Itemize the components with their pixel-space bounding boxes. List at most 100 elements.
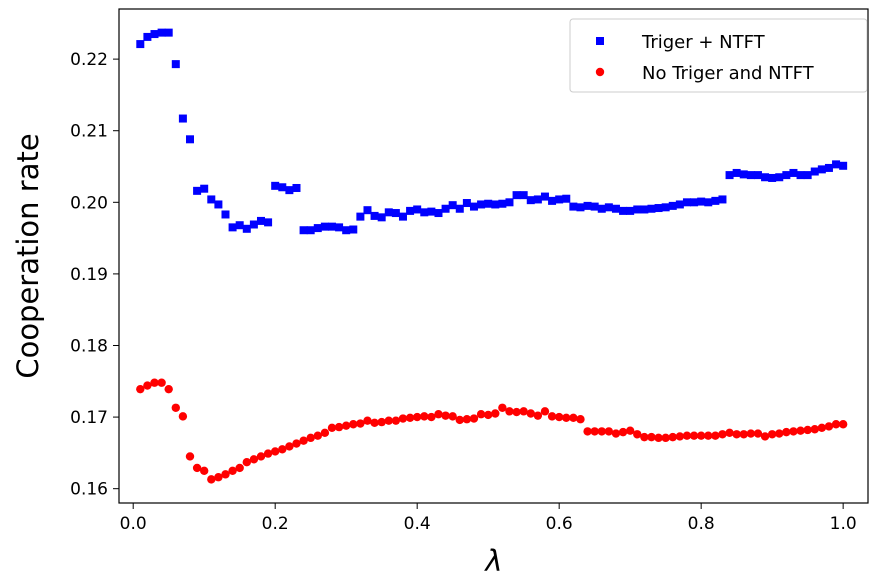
legend-label-no-triger-ntft: No Triger and NTFT: [642, 63, 815, 84]
data-point: [654, 204, 663, 213]
data-point: [803, 425, 812, 435]
data-point: [725, 171, 734, 180]
data-point: [625, 426, 635, 435]
x-tick-label: 0.6: [546, 514, 573, 534]
data-point: [817, 165, 826, 174]
y-tick-label: 0.20: [70, 193, 108, 213]
data-point: [626, 206, 635, 215]
data-point: [810, 167, 819, 176]
data-point: [299, 436, 308, 445]
data-point: [278, 445, 287, 454]
data-point: [583, 201, 592, 210]
data-point: [704, 198, 713, 207]
data-point: [824, 163, 833, 172]
data-point: [349, 420, 358, 429]
data-point: [604, 427, 614, 436]
data-point: [746, 171, 755, 180]
data-point: [157, 378, 166, 387]
y-tick-label: 0.21: [70, 122, 108, 142]
legend-box: [569, 18, 868, 93]
y-axis-label: Cooperation rate: [11, 133, 45, 378]
data-point: [462, 199, 471, 208]
data-point: [455, 204, 464, 213]
data-point: [406, 206, 415, 215]
data-point: [732, 168, 741, 177]
data-point: [185, 135, 194, 144]
series-2: [136, 378, 848, 484]
data-point: [413, 205, 422, 214]
series-1: [136, 28, 848, 235]
data-point: [718, 430, 727, 439]
data-point: [789, 427, 798, 436]
data-point: [391, 209, 400, 218]
data-point: [420, 412, 429, 421]
data-point: [711, 196, 720, 205]
data-point: [689, 431, 699, 440]
legend-marker-no-triger-ntft: [595, 67, 605, 77]
data-point: [682, 431, 692, 440]
data-point: [398, 212, 407, 221]
data-point: [164, 28, 173, 37]
data-point: [633, 430, 642, 439]
data-point: [711, 431, 720, 440]
data-point: [647, 432, 656, 442]
data-point: [696, 431, 706, 440]
data-point: [214, 200, 223, 209]
data-point: [618, 427, 628, 437]
data-point: [299, 226, 308, 235]
data-point: [271, 181, 280, 190]
data-point: [661, 433, 670, 443]
data-point: [221, 210, 230, 219]
data-point: [547, 412, 557, 421]
data-point: [562, 194, 571, 203]
data-point: [753, 429, 763, 438]
y-axis: 0.16 0.17 0.18 0.19 0.20 0.21 0.22: [70, 50, 119, 500]
x-tick-label: 1.0: [830, 514, 857, 534]
data-point: [143, 381, 152, 390]
data-point: [633, 205, 642, 214]
legend-label-triger-ntft: Triger + NTFT: [641, 32, 766, 53]
data-point: [491, 200, 500, 209]
data-point: [356, 212, 365, 221]
data-point: [760, 432, 770, 441]
data-point: [441, 411, 450, 420]
data-point: [824, 422, 834, 431]
data-point: [384, 416, 393, 425]
data-point: [839, 161, 848, 170]
data-point: [796, 171, 805, 180]
data-point: [796, 426, 805, 435]
data-point: [725, 428, 734, 438]
data-point: [370, 418, 379, 428]
data-point: [554, 412, 564, 422]
data-point: [697, 197, 706, 206]
data-point: [597, 427, 606, 436]
data-point: [448, 201, 457, 210]
data-point: [150, 30, 159, 39]
data-point: [427, 412, 436, 422]
data-point: [320, 428, 330, 438]
data-point: [363, 416, 372, 425]
data-point: [405, 413, 415, 423]
plot-frame: [118, 8, 869, 504]
data-point: [199, 466, 209, 475]
data-point: [775, 173, 784, 182]
data-point: [761, 173, 770, 182]
data-point: [327, 423, 337, 433]
data-point: [143, 32, 152, 41]
data-point: [817, 423, 827, 433]
data-point: [377, 417, 386, 427]
data-point: [363, 206, 372, 215]
data-point: [477, 200, 486, 209]
data-point: [803, 171, 812, 180]
data-point: [192, 463, 202, 473]
data-point: [661, 203, 670, 212]
data-point: [448, 412, 457, 421]
data-point: [540, 192, 549, 201]
data-point: [412, 412, 422, 422]
data-point: [256, 452, 266, 461]
data-point: [178, 114, 187, 123]
data-point: [782, 427, 791, 437]
data-point: [228, 223, 237, 232]
data-point: [264, 218, 273, 227]
data-point: [583, 427, 592, 436]
